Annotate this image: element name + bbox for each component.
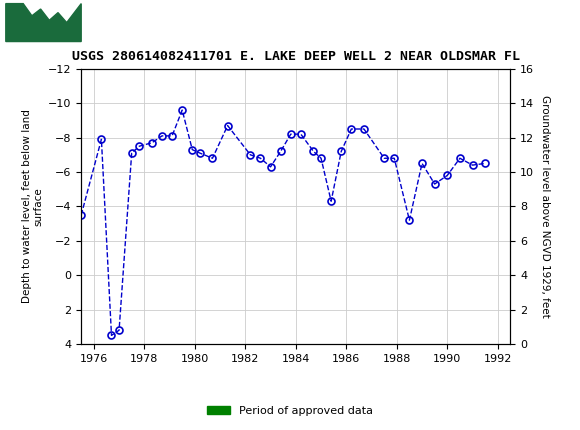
Bar xyxy=(6,3,81,42)
Y-axis label: Depth to water level, feet below land
surface: Depth to water level, feet below land su… xyxy=(22,110,44,303)
Y-axis label: Groundwater level above NGVD 1929, feet: Groundwater level above NGVD 1929, feet xyxy=(540,95,550,318)
Text: USGS: USGS xyxy=(99,14,154,31)
Legend: Period of approved data: Period of approved data xyxy=(203,401,377,420)
Polygon shape xyxy=(6,3,81,42)
Title: USGS 280614082411701 E. LAKE DEEP WELL 2 NEAR OLDSMAR FL: USGS 280614082411701 E. LAKE DEEP WELL 2… xyxy=(72,50,520,64)
